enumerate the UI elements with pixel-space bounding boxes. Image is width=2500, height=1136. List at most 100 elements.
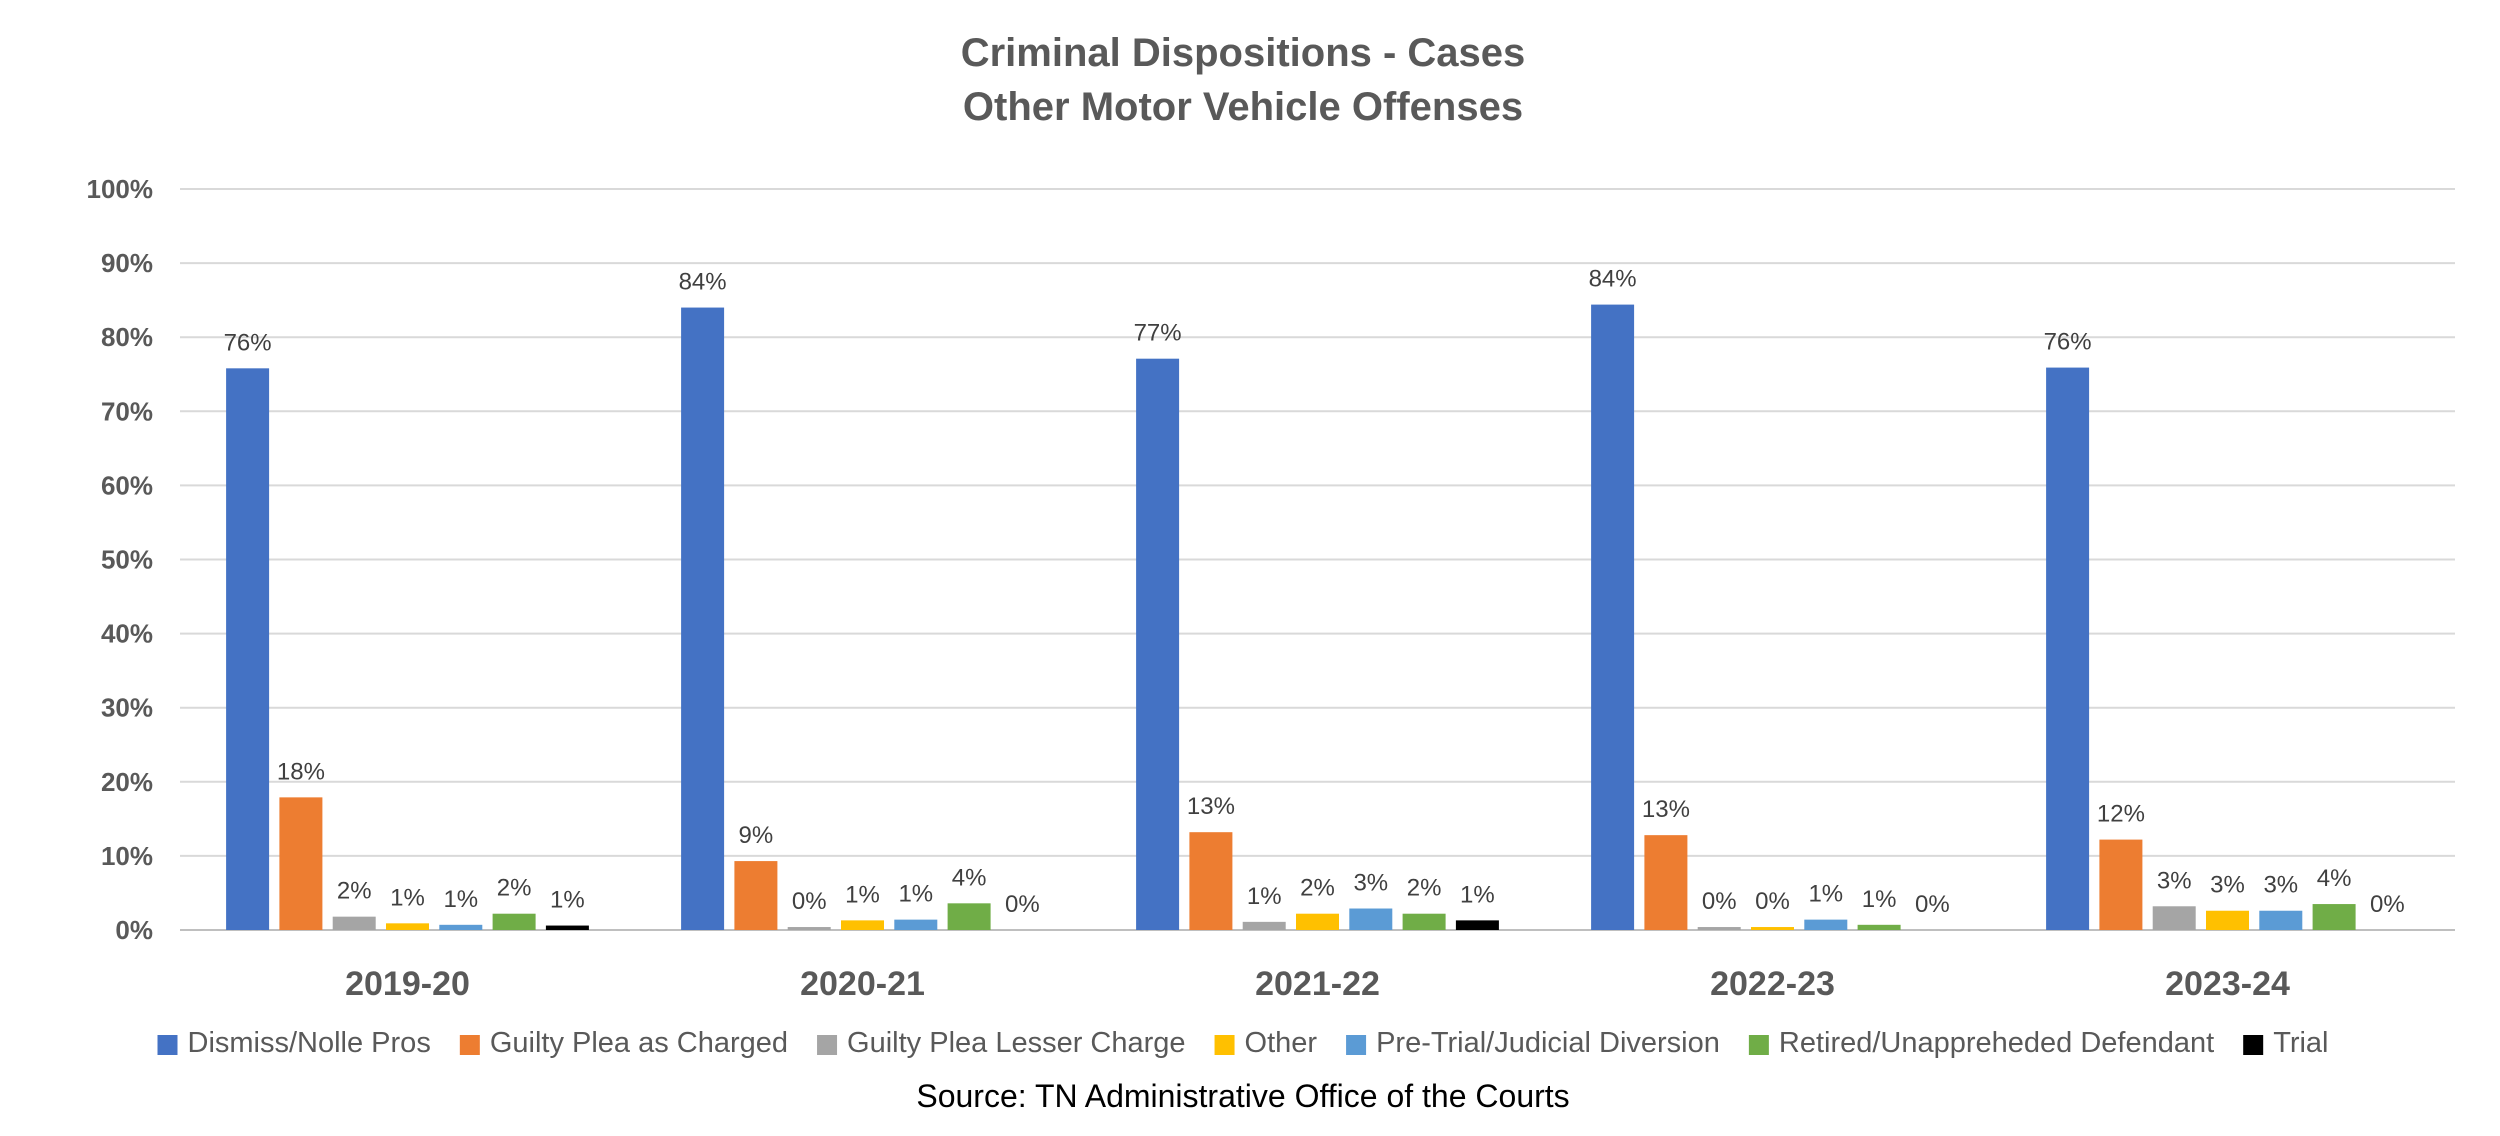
- bar: [2259, 910, 2303, 930]
- data-label: 2%: [337, 878, 372, 905]
- y-tick-label: 100%: [87, 174, 154, 204]
- data-label: 2%: [1407, 875, 1442, 902]
- bar: [1644, 835, 1688, 930]
- bar: [439, 924, 483, 930]
- legend-item: Trial: [2243, 1027, 2329, 1059]
- y-tick-label: 60%: [101, 470, 153, 500]
- data-label: 3%: [2157, 867, 2192, 894]
- data-label: 3%: [2210, 872, 2245, 899]
- bar: [1591, 304, 1635, 930]
- data-label: 1%: [1808, 881, 1843, 908]
- data-label: 0%: [1702, 888, 1737, 915]
- data-label: 1%: [390, 884, 425, 911]
- y-tick-label: 0%: [115, 915, 153, 945]
- bars: [226, 304, 2356, 931]
- bar: [1242, 921, 1286, 930]
- data-label: 0%: [1915, 891, 1950, 918]
- legend-item: Guilty Plea Lesser Charge: [817, 1027, 1186, 1059]
- y-axis-ticks: 0% 10% 20% 30% 40% 50% 60% 70% 80% 90% 100%: [87, 174, 154, 945]
- data-label: 1%: [1862, 886, 1897, 913]
- data-label: 13%: [1187, 793, 1235, 820]
- bar: [1455, 920, 1499, 930]
- legend-swatch: [817, 1035, 838, 1055]
- bar: [2099, 839, 2143, 930]
- data-label: 9%: [739, 822, 774, 849]
- bar: [894, 919, 938, 930]
- legend-swatch: [2243, 1035, 2264, 1055]
- bar: [1751, 927, 1794, 930]
- data-label: 3%: [2263, 872, 2298, 899]
- bar: [2206, 910, 2249, 930]
- bar: [386, 923, 429, 930]
- chart-title: Criminal Dispositions - Cases: [961, 31, 1526, 75]
- source-note: Source: TN Administrative Office of the …: [916, 1078, 1569, 1114]
- bar: [1402, 913, 1446, 930]
- bar: [734, 861, 778, 930]
- bar: [1296, 913, 1339, 930]
- legend-item: Other: [1214, 1027, 1318, 1059]
- legend-swatch: [1748, 1035, 1769, 1055]
- bar: [2312, 904, 2356, 930]
- legend-item: Guilty Plea as Charged: [459, 1027, 788, 1059]
- bar: [2046, 367, 2090, 930]
- legend-item: Dismiss/Nolle Pros: [157, 1027, 431, 1059]
- bar: [1349, 908, 1393, 930]
- bar: [226, 368, 270, 930]
- data-label: 2%: [1300, 875, 1335, 902]
- gridlines: [180, 188, 2455, 931]
- data-label: 18%: [277, 758, 325, 785]
- legend-swatch: [1346, 1035, 1367, 1055]
- data-label: 76%: [224, 329, 272, 356]
- data-label: 1%: [443, 886, 478, 913]
- bar: [332, 916, 376, 930]
- data-label: 2%: [497, 875, 532, 902]
- data-label: 3%: [1353, 870, 1388, 897]
- data-label: 1%: [898, 881, 933, 908]
- legend-swatch: [1214, 1035, 1235, 1055]
- bar: [841, 920, 884, 930]
- bar: [545, 925, 589, 930]
- legend-item: Pre-Trial/Judicial Diversion: [1346, 1027, 1720, 1059]
- x-axis-ticks: 2019-20 2020-21 2021-22 2022-23 2023-24: [345, 965, 2290, 1003]
- legend-item: Retired/Unappreheded Defendant: [1748, 1027, 2214, 1059]
- y-tick-label: 10%: [101, 841, 153, 871]
- legend-label: Guilty Plea as Charged: [490, 1027, 788, 1059]
- legend-label: Pre-Trial/Judicial Diversion: [1376, 1027, 1720, 1059]
- data-label: 1%: [845, 881, 880, 908]
- chart-subtitle: Other Motor Vehicle Offenses: [963, 85, 1523, 129]
- data-label: 4%: [2317, 865, 2352, 892]
- data-label: 1%: [1460, 881, 1495, 908]
- data-label: 76%: [2044, 329, 2092, 356]
- bar: [492, 913, 536, 930]
- bar: [1804, 919, 1848, 930]
- data-label: 0%: [1755, 888, 1790, 915]
- legend-label: Retired/Unappreheded Defendant: [1779, 1027, 2214, 1059]
- y-tick-label: 50%: [101, 545, 153, 575]
- data-label: 0%: [792, 888, 827, 915]
- legend-label: Guilty Plea Lesser Charge: [847, 1027, 1186, 1059]
- x-tick-label: 2023-24: [2165, 965, 2290, 1003]
- legend: Dismiss/Nolle Pros Guilty Plea as Charged…: [157, 1027, 2329, 1059]
- data-label: 12%: [2097, 801, 2145, 828]
- legend-label: Other: [1245, 1027, 1318, 1059]
- y-tick-label: 20%: [101, 767, 153, 797]
- y-tick-label: 40%: [101, 619, 153, 649]
- bar: [1857, 924, 1901, 930]
- y-tick-label: 90%: [101, 248, 153, 278]
- x-tick-label: 2020-21: [800, 965, 925, 1003]
- bar: [1136, 358, 1180, 931]
- bar: [1189, 832, 1233, 930]
- x-tick-label: 2022-23: [1710, 965, 1835, 1003]
- bar: [279, 797, 323, 930]
- data-label: 0%: [1005, 891, 1040, 918]
- y-tick-label: 30%: [101, 693, 153, 723]
- data-label: 84%: [1589, 266, 1637, 293]
- x-tick-label: 2021-22: [1255, 965, 1380, 1003]
- bar: [681, 307, 725, 930]
- data-label: 0%: [2370, 891, 2405, 918]
- data-label: 77%: [1134, 320, 1182, 347]
- x-tick-label: 2019-20: [345, 965, 470, 1003]
- y-tick-label: 80%: [101, 322, 153, 352]
- data-labels: 76% 18% 2% 1% 1% 2% 1% 84% 9% 0% 1% 1% 4% 0% 77% 13% 1% 2…: [224, 266, 2405, 918]
